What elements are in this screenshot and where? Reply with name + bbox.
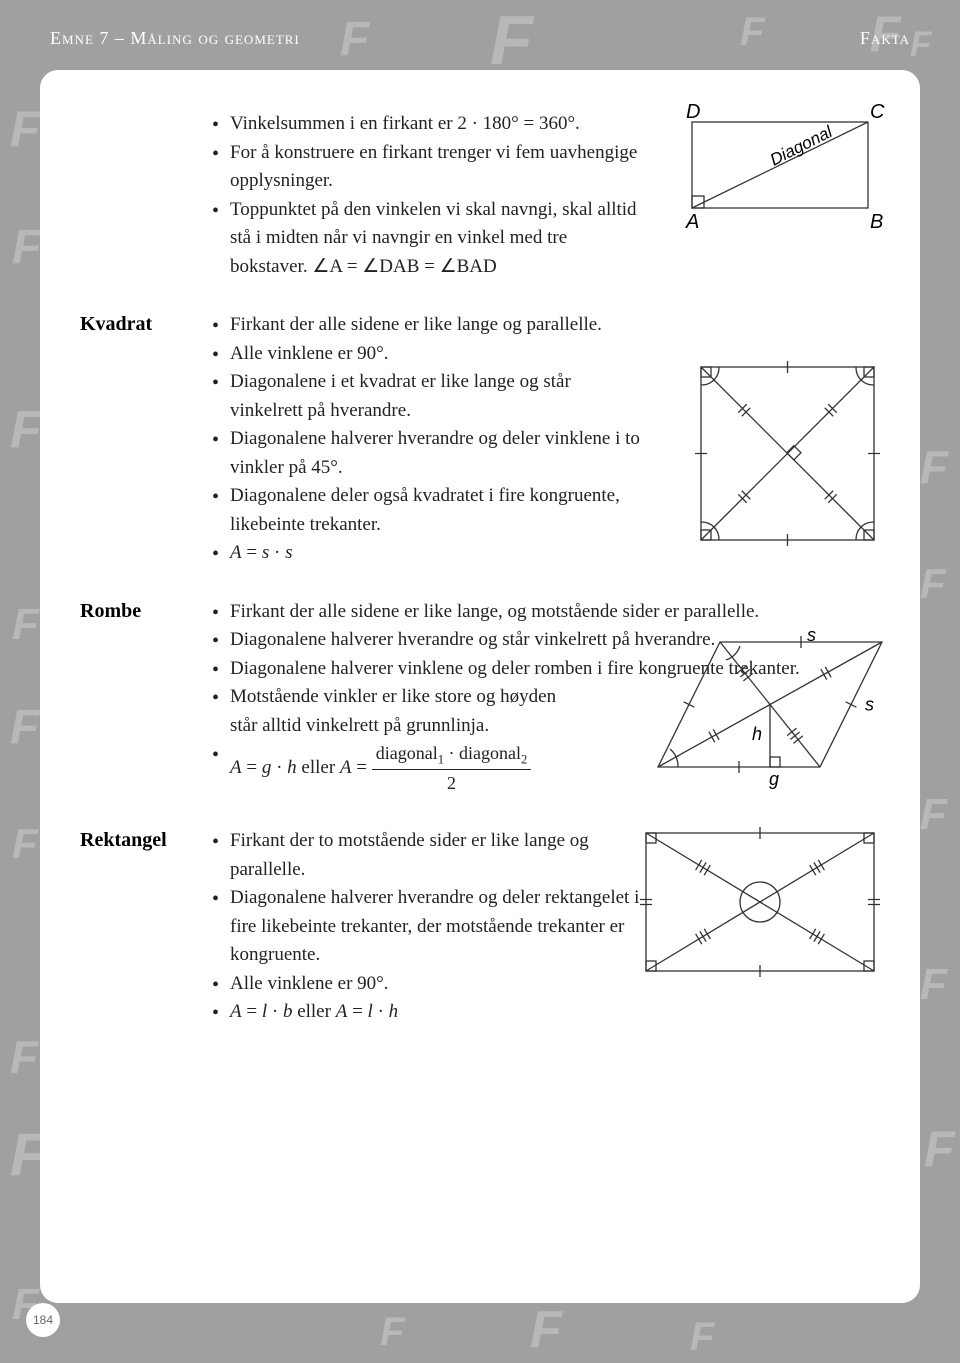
section-label: Rektangel	[80, 827, 210, 1027]
bg-letter: F	[920, 960, 947, 1010]
bullet-item: Diagonalene i et kvadrat er like lange o…	[210, 368, 640, 425]
bullet-item: Firkant der alle sidene er like lange og…	[210, 311, 640, 340]
page-header: Emne 7 – Måling og geometri Fakta	[50, 28, 910, 49]
bg-letter: F	[910, 25, 931, 65]
bg-letter: F	[12, 220, 41, 275]
bg-letter: F	[10, 700, 39, 755]
svg-text:A: A	[685, 211, 699, 233]
bg-letter: F	[530, 1300, 562, 1360]
bullet-item: Diagonalene halverer hverandre og deler …	[210, 884, 640, 970]
section-label: Kvadrat	[80, 311, 210, 568]
svg-text:s: s	[807, 627, 816, 645]
bullet-item: Vinkelsummen i en firkant er 2 · 180° = …	[210, 110, 640, 139]
bg-letter: F	[10, 100, 41, 158]
figure: D C A B Diagonal	[670, 100, 890, 265]
rektangel-diagram	[640, 827, 880, 977]
bg-letter: F	[740, 10, 764, 55]
section: Vinkelsummen i en firkant er 2 · 180° = …	[80, 110, 880, 281]
bullet-item: Firkant der alle sidene er like lange, o…	[210, 598, 850, 627]
bullet-list: Firkant der alle sidene er like lange og…	[210, 311, 640, 568]
section: KvadratFirkant der alle sidene er like l…	[80, 311, 880, 568]
bullet-item: Alle vinklene er 90°.	[210, 340, 640, 369]
bg-letter: F	[12, 820, 38, 868]
svg-text:C: C	[870, 101, 885, 123]
bg-letter: F	[340, 12, 369, 67]
bg-letter: F	[924, 1120, 955, 1178]
kvadrat-diagram	[695, 361, 880, 546]
svg-text:B: B	[870, 211, 883, 233]
bg-letter: F	[10, 1030, 38, 1084]
bg-letter: F	[920, 440, 948, 494]
section-body: Firkant der to motstående sider er like …	[210, 827, 880, 1027]
header-left: Emne 7 – Måling og geometri	[50, 28, 300, 49]
svg-text:g: g	[769, 769, 779, 789]
content-page: Vinkelsummen i en firkant er 2 · 180° = …	[40, 70, 920, 1303]
bullet-item: Motstående vinkler er like store og høyd…	[210, 683, 580, 740]
bullet-item: Diagonalene halverer hverandre og deler …	[210, 425, 640, 482]
svg-text:s: s	[865, 695, 874, 715]
bg-letter: F	[870, 5, 901, 63]
firkant-diagram: D C A B Diagonal	[670, 100, 890, 260]
figure	[695, 361, 880, 551]
svg-text:h: h	[752, 724, 762, 744]
bullet-item: For å konstruere en firkant trenger vi f…	[210, 139, 640, 196]
bullet-list: Firkant der to motstående sider er like …	[210, 827, 640, 1027]
formula-item: A = s · s	[210, 539, 640, 568]
bullet-item: Diagonalene deler også kvadratet i fire …	[210, 482, 640, 539]
figure: s s h g	[650, 627, 890, 807]
rombe-diagram: s s h g	[650, 627, 890, 802]
bg-letter: F	[690, 1315, 714, 1360]
bg-letter: F	[920, 790, 947, 840]
bg-letter: F	[10, 400, 42, 460]
bullet-item: Firkant der to motstående sider er like …	[210, 827, 640, 884]
bullet-item: Alle vinklene er 90°.	[210, 970, 640, 999]
bg-letter: F	[380, 1310, 404, 1355]
section-label: Rombe	[80, 598, 210, 798]
section-body: Firkant der alle sidene er like lange, o…	[210, 598, 880, 798]
page-number: 184	[26, 1303, 60, 1337]
formula-item: A = l · b eller A = l · h	[210, 998, 640, 1027]
section-body: Firkant der alle sidene er like lange og…	[210, 311, 880, 568]
bg-letter: F	[12, 600, 39, 650]
section-body: Vinkelsummen i en firkant er 2 · 180° = …	[210, 110, 880, 281]
bg-letter: F	[920, 560, 946, 608]
section: RektangelFirkant der to motstående sider…	[80, 827, 880, 1027]
bullet-list: Vinkelsummen i en firkant er 2 · 180° = …	[210, 110, 640, 281]
bg-letter: F	[490, 0, 533, 80]
figure	[640, 827, 880, 982]
svg-text:D: D	[686, 101, 700, 123]
section: RombeFirkant der alle sidene er like lan…	[80, 598, 880, 798]
bullet-item: Toppunktet på den vinkelen vi skal navng…	[210, 196, 640, 282]
svg-text:Diagonal: Diagonal	[767, 122, 837, 170]
section-label	[80, 110, 210, 281]
